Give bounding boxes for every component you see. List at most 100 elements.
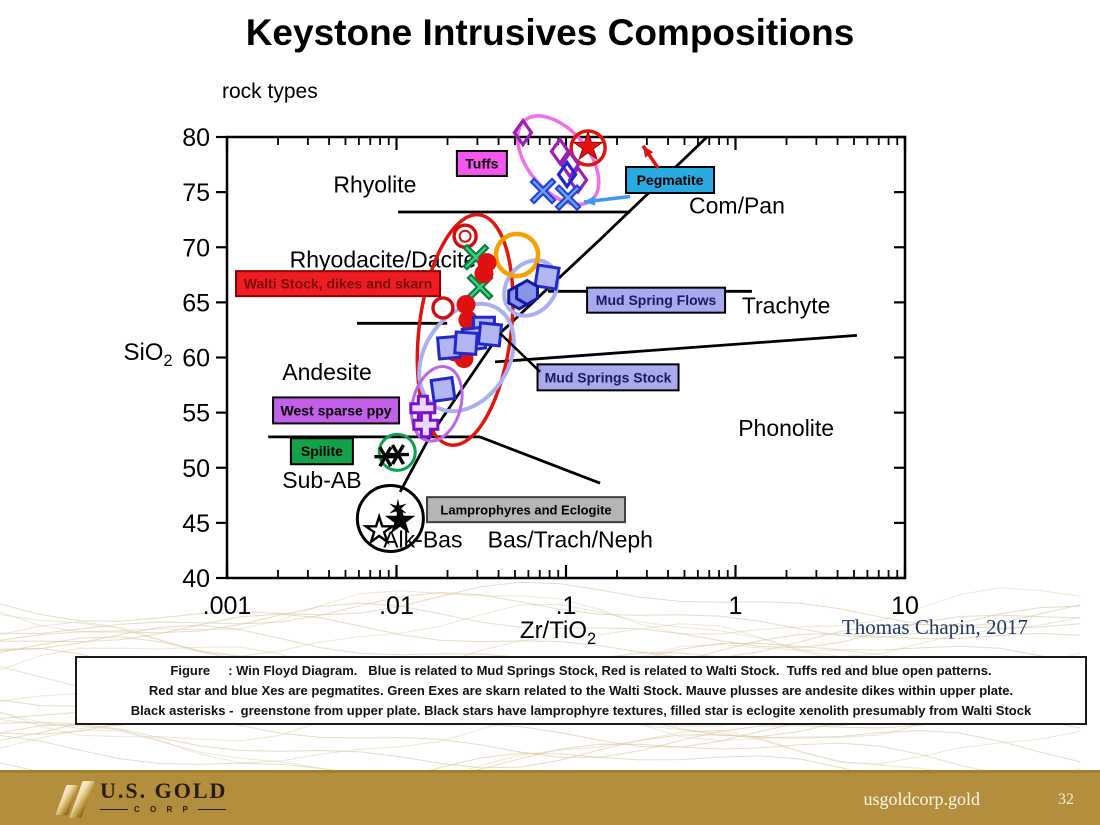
page-number: 32 xyxy=(1058,791,1074,808)
marker-pegmatite-blue-xes-shape xyxy=(532,180,554,202)
brand-corp: C O R P xyxy=(134,805,192,814)
decorative-mesh-line xyxy=(0,602,1081,649)
decorative-mesh-line xyxy=(0,729,1081,784)
marker-walti-red-circles-shape xyxy=(456,295,476,315)
marker-tuff-diamonds-purple-shape xyxy=(549,136,571,167)
marker-lamprophyre-open-star xyxy=(362,512,397,546)
callout-box-spilite xyxy=(289,437,354,466)
marker-tuff-diamonds-purple xyxy=(559,149,581,180)
marker-eclogite-filled-star-shape xyxy=(384,504,416,534)
field-label-phonolite: Phonolite xyxy=(738,415,834,441)
callout-box-mud-spring-flows xyxy=(586,286,727,314)
callout-box-west-sparse-ppy xyxy=(272,396,401,425)
marker-andesite-dike-plusses-shape xyxy=(412,411,440,439)
group-ellipse-lamprophyre-group xyxy=(355,483,425,553)
marker-pegmatite-blue-xes xyxy=(554,184,582,212)
marker-mud-spring-flows-hexagons-shape xyxy=(515,278,539,307)
marker-walti-red-circles-shape xyxy=(474,264,494,284)
marker-mud-springs-stock-squares-shape xyxy=(476,321,504,348)
marker-mud-springs-stock-squares xyxy=(429,375,457,404)
field-label-rhyolite: Rhyolite xyxy=(333,171,416,197)
x-axis-title: Zr/TiO2 xyxy=(520,617,596,648)
marker-lamprophyre-star-burst-shape xyxy=(389,498,407,519)
decorative-mesh-line xyxy=(0,581,1081,628)
callout-box-pegmatite xyxy=(625,165,716,194)
field-label-rhyodacite-dacite: Rhyodacite/Dacite xyxy=(290,246,477,272)
marker-tuff-diamond-blue xyxy=(556,159,578,190)
callout-label-west-sparse-ppy: West sparse ppy xyxy=(281,402,392,418)
website-link[interactable]: usgoldcorp.gold xyxy=(863,789,981,809)
marker-walti-tuff-open-circle-double-shape xyxy=(452,223,478,249)
callout-label-tuffs: Tuffs xyxy=(465,155,498,171)
callout-box-walti-stock xyxy=(235,270,442,298)
callout-label-pegmatite: Pegmatite xyxy=(637,172,704,188)
field-label-alk-bas: Alk-Bas xyxy=(383,526,462,552)
marker-pegmatite-blue-xes xyxy=(529,177,557,205)
x-tick-label: .1 xyxy=(556,592,577,620)
marker-greenstone-asterisks-shape xyxy=(390,444,405,465)
callout-box-mud-springs-stock xyxy=(536,363,680,392)
callout-label-spilite: Spilite xyxy=(301,443,343,459)
rule-line xyxy=(100,809,128,810)
callout-box-tuffs xyxy=(455,149,508,177)
marker-orange-open-circle-shape xyxy=(493,231,541,279)
arrowhead-icon-pegmatite-to-x xyxy=(583,195,596,206)
marker-walti-red-circles xyxy=(456,295,476,315)
usgold-logo-icon xyxy=(55,779,97,819)
y-tick-label: 45 xyxy=(182,510,210,538)
marker-walti-tuff-open-circle-shape xyxy=(431,296,455,320)
marker-tuff-diamonds-purple xyxy=(512,117,534,148)
marker-mud-springs-stock-squares xyxy=(453,330,479,356)
marker-tuff-diamonds-purple-shape xyxy=(559,149,581,180)
rock-types-label: rock types xyxy=(222,80,318,103)
marker-eclogite-filled-star xyxy=(384,504,416,534)
marker-walti-red-circles xyxy=(474,264,494,284)
group-ellipse-andesite-dikes-group xyxy=(410,365,464,443)
marker-pegmatite-red-star xyxy=(572,130,604,161)
y-tick-label: 50 xyxy=(182,455,210,483)
group-ellipse-walti-group xyxy=(415,212,515,447)
attribution: Thomas Chapin, 2017 xyxy=(841,615,1028,639)
brand-corp-row: C O R P xyxy=(100,805,227,814)
marker-andesite-dike-plusses xyxy=(412,411,440,439)
y-tick-label: 80 xyxy=(182,124,210,152)
y-tick-label: 75 xyxy=(182,179,210,207)
marker-orange-open-circle xyxy=(493,231,541,279)
marker-lamprophyre-open-star-shape xyxy=(362,512,397,546)
marker-greenstone-asterisks-shape xyxy=(378,446,393,468)
callout-label-lamprophyres: Lamprophyres and Eclogite xyxy=(440,503,611,518)
decorative-mesh-line xyxy=(0,591,1081,638)
x-tick-label: 10 xyxy=(891,592,919,620)
y-tick-label: 40 xyxy=(182,565,210,593)
callout-label-mud-springs-stock: Mud Springs Stock xyxy=(545,369,672,385)
leader-line-mud-springs-stock-leader xyxy=(499,332,541,373)
field-label-bas-trach-neph: Bas/Trach/Neph xyxy=(488,526,653,552)
marker-pegmatite-red-star-shape xyxy=(572,130,604,161)
group-ellipse-mud-spring-flows-group xyxy=(502,258,560,318)
field-label-com-pan: Com/Pan xyxy=(689,192,785,218)
marker-mud-spring-flows-hexagons xyxy=(515,278,539,307)
x-tick-label: .001 xyxy=(203,592,252,620)
y-tick-label: 60 xyxy=(182,345,210,373)
callout-label-mud-spring-flows: Mud Spring Flows xyxy=(596,292,717,308)
y-tick-label: 65 xyxy=(182,289,210,317)
decorative-mesh-line xyxy=(0,613,1081,659)
x-tick-label: 1 xyxy=(729,592,743,620)
rule-line xyxy=(197,809,226,810)
marker-greenstone-asterisks xyxy=(374,446,397,468)
marker-lamprophyre-star-burst xyxy=(389,498,407,519)
field-label-sub-ab: Sub-AB xyxy=(282,467,361,493)
marker-walti-tuff-open-circle-double-shape xyxy=(458,229,472,243)
marker-mud-springs-stock-squares xyxy=(476,321,504,348)
caption-line-1: Figure : Win Floyd Diagram. Blue is rela… xyxy=(170,663,992,678)
footer-band: U.S. GOLD C O R P usgoldcorp.gold 32 xyxy=(0,770,1100,825)
field-label-trachyte: Trachyte xyxy=(742,293,831,319)
group-ellipse-spilite-group xyxy=(377,432,417,472)
decorative-mesh-line xyxy=(0,723,1081,769)
marker-walti-tuff-open-circle-double xyxy=(452,223,478,249)
callout-label-walti-stock: Walti Stock, dikes and skarn xyxy=(244,276,433,292)
brand-name: U.S. GOLD xyxy=(100,778,228,803)
y-tick-label: 55 xyxy=(182,400,210,428)
boundary-line-trachyte-phonolite xyxy=(494,334,858,364)
